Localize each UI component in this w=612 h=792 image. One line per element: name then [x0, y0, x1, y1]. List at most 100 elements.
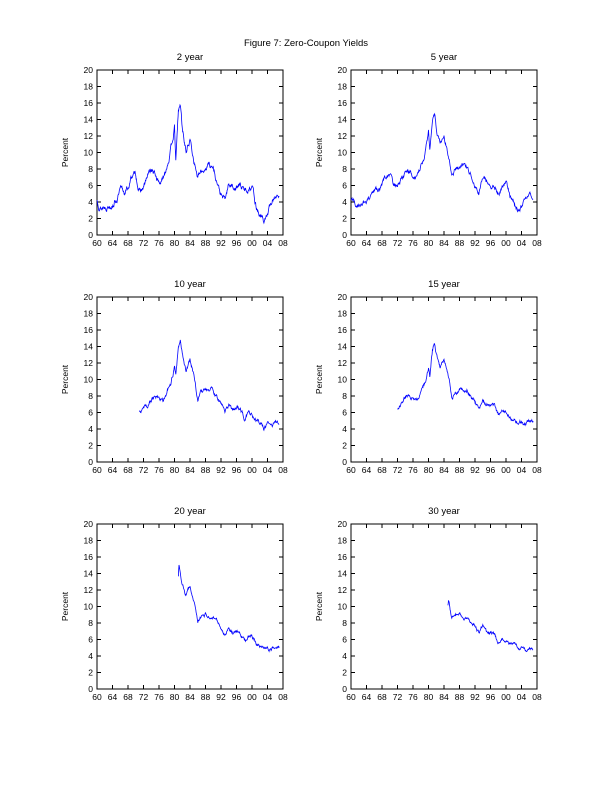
y-tick-label: 18	[338, 536, 348, 546]
x-tick-label: 04	[517, 692, 527, 702]
x-tick-label: 04	[517, 238, 527, 248]
y-tick-label: 12	[338, 131, 348, 141]
y-tick-label: 4	[342, 197, 347, 207]
plot-10-year: 60 64 68 72 76 80 84 88 92 96 00 04 0802468101214161…	[60, 292, 288, 475]
y-tick-label: 8	[88, 391, 93, 401]
y-tick-label: 2	[88, 441, 93, 451]
subplot-title: 15 year	[428, 279, 460, 290]
x-tick-label: 80	[424, 238, 434, 248]
x-tick-label: 80	[170, 238, 180, 248]
y-tick-label: 14	[84, 569, 94, 579]
x-tick-label: 88	[201, 692, 211, 702]
y-tick-label: 16	[338, 325, 348, 335]
x-tick-label: 68	[377, 692, 387, 702]
subplot-title: 20 year	[174, 506, 206, 517]
x-tick-label: 68	[123, 238, 133, 248]
y-tick-label: 20	[338, 519, 348, 529]
x-tick-label: 08	[532, 692, 542, 702]
y-tick-label: 0	[88, 684, 93, 694]
y-tick-label: 10	[84, 602, 94, 612]
x-tick-label: 08	[532, 238, 542, 248]
plot-20-year: 60 64 68 72 76 80 84 88 92 96 00 04 0802468101214161…	[60, 519, 288, 702]
x-tick-label: 72	[393, 238, 403, 248]
x-tick-label: 04	[263, 465, 273, 475]
y-tick-label: 8	[342, 618, 347, 628]
y-tick-label: 6	[342, 181, 347, 191]
x-tick-label: 68	[377, 238, 387, 248]
x-tick-label: 00	[501, 692, 511, 702]
y-tick-label: 8	[342, 391, 347, 401]
y-axis-label: Percent	[60, 137, 70, 167]
y-tick-label: 14	[338, 342, 348, 352]
y-tick-label: 10	[338, 148, 348, 158]
y-tick-label: 8	[342, 164, 347, 174]
subplot-title: 30 year	[428, 506, 460, 517]
y-tick-label: 6	[342, 635, 347, 645]
y-tick-label: 14	[84, 115, 94, 125]
x-tick-label: 60	[92, 465, 102, 475]
y-tick-label: 20	[84, 292, 94, 302]
x-tick-label: 00	[501, 465, 511, 475]
x-tick-label: 96	[232, 465, 242, 475]
y-axis-label: Percent	[60, 364, 70, 394]
x-tick-label: 72	[139, 465, 149, 475]
yield-series-line	[447, 600, 534, 653]
figure-title: Figure 7: Zero-Coupon Yields	[243, 38, 369, 49]
plot-2-year: 60 64 68 72 76 80 84 88 92 96 00 04 0802468101214161…	[60, 65, 288, 248]
x-tick-label: 72	[393, 692, 403, 702]
x-tick-label: 92	[216, 692, 226, 702]
y-tick-label: 18	[338, 82, 348, 92]
y-tick-label: 20	[338, 65, 348, 75]
x-tick-label: 68	[123, 465, 133, 475]
y-tick-label: 20	[338, 292, 348, 302]
x-tick-label: 96	[486, 465, 496, 475]
x-tick-label: 72	[139, 238, 149, 248]
y-tick-label: 14	[338, 115, 348, 125]
subplot-title: 5 year	[430, 52, 458, 63]
yield-series-line	[350, 112, 534, 213]
yield-series-line	[397, 342, 534, 427]
x-tick-label: 64	[108, 465, 118, 475]
y-tick-label: 12	[338, 585, 348, 595]
x-tick-label: 88	[201, 465, 211, 475]
y-tick-label: 2	[88, 214, 93, 224]
x-tick-label: 80	[424, 465, 434, 475]
y-tick-label: 12	[84, 585, 94, 595]
x-tick-label: 96	[232, 238, 242, 248]
x-tick-label: 00	[247, 238, 257, 248]
y-tick-label: 2	[88, 668, 93, 678]
x-tick-label: 88	[455, 238, 465, 248]
x-tick-label: 64	[108, 692, 118, 702]
y-axis-label: Percent	[314, 137, 324, 167]
y-axis-label: Percent	[60, 591, 70, 621]
y-tick-label: 4	[342, 651, 347, 661]
y-tick-label: 16	[338, 98, 348, 108]
y-tick-label: 6	[342, 408, 347, 418]
y-tick-label: 16	[338, 552, 348, 562]
x-tick-label: 60	[92, 692, 102, 702]
y-tick-label: 4	[88, 424, 93, 434]
y-tick-label: 16	[84, 325, 94, 335]
subplot-30-year: 30 year 60 64 68 72 76 80 84 88 92 96 00 04 08 0 2 4 6 8 1…	[311, 502, 561, 717]
x-tick-label: 08	[278, 238, 288, 248]
y-tick-label: 14	[84, 342, 94, 352]
x-tick-label: 04	[263, 692, 273, 702]
y-tick-label: 12	[84, 131, 94, 141]
y-tick-label: 18	[84, 309, 94, 319]
x-tick-label: 84	[439, 238, 449, 248]
x-tick-label: 68	[377, 465, 387, 475]
x-tick-label: 00	[247, 465, 257, 475]
x-tick-label: 72	[139, 692, 149, 702]
x-tick-label: 84	[439, 692, 449, 702]
y-tick-label: 6	[88, 408, 93, 418]
x-tick-label: 64	[362, 692, 372, 702]
y-tick-label: 10	[84, 375, 94, 385]
x-tick-label: 64	[362, 238, 372, 248]
y-tick-label: 12	[84, 358, 94, 368]
y-tick-label: 4	[88, 651, 93, 661]
subplot-15-year: 15 year 60 64 68 72 76 80 84 88 92 96 00 04 08 0 2 4 6 8 1…	[311, 275, 561, 490]
x-tick-label: 92	[216, 238, 226, 248]
x-tick-label: 60	[346, 692, 356, 702]
x-tick-label: 76	[154, 465, 164, 475]
x-tick-label: 92	[470, 692, 480, 702]
